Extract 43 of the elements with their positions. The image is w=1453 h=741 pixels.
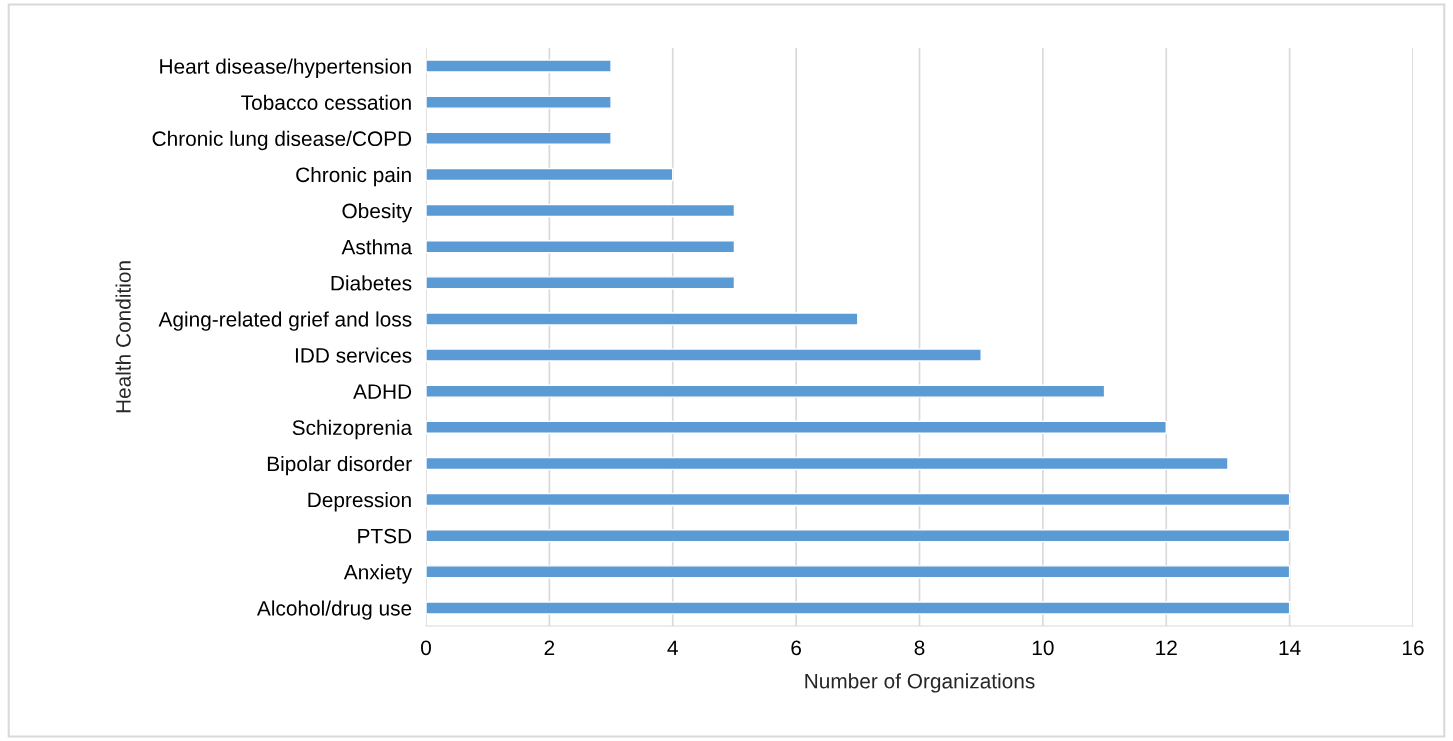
x-axis-title: Number of Organizations — [805, 673, 1035, 693]
y-tick-label: Diabetes — [331, 275, 412, 291]
bar — [426, 492, 1291, 507]
x-tick-label: 14 — [1279, 640, 1301, 655]
bar — [426, 529, 1291, 543]
bar — [426, 59, 612, 73]
y-tick-label: Anxiety — [343, 564, 413, 584]
y-tick-label: Bipolar disorder — [267, 455, 412, 476]
x-tick-label: 16 — [1403, 640, 1424, 656]
bar — [426, 348, 982, 362]
bar — [426, 420, 1167, 434]
bar — [426, 240, 736, 254]
x-tick-label: 2 — [544, 640, 555, 655]
x-tick-label: 10 — [1032, 640, 1054, 656]
bar — [426, 384, 1106, 398]
y-tick-label: Chronic pain — [296, 166, 411, 187]
bar — [426, 203, 736, 218]
x-tick-label: 4 — [667, 640, 678, 655]
bar — [426, 95, 612, 109]
bar — [426, 565, 1291, 579]
y-tick-label: PTSD — [358, 528, 412, 544]
y-tick-label: Obesity — [342, 203, 413, 223]
y-tick-label: Asthma — [341, 239, 413, 255]
x-tick-label: 8 — [914, 640, 925, 656]
y-tick-label: Tobacco cessation — [241, 94, 411, 110]
bar — [426, 167, 674, 182]
y-tick-label: IDD services — [295, 347, 412, 363]
y-tick-label: Depression — [308, 492, 411, 512]
y-tick-label: Schizoprenia — [292, 419, 413, 440]
y-tick-label: Chronic lung disease/COPD — [152, 130, 412, 151]
bar — [426, 601, 1291, 615]
y-tick-label: Heart disease/hypertension — [160, 58, 411, 78]
bar — [426, 276, 736, 290]
y-tick-label: Alcohol/drug use — [256, 600, 412, 620]
bar — [426, 312, 859, 326]
bar — [426, 456, 1229, 471]
y-tick-label: ADHD — [353, 384, 412, 399]
x-tick-label: 0 — [421, 640, 431, 656]
x-tick-label: 12 — [1156, 640, 1177, 655]
y-axis-title: Health Condition — [115, 261, 131, 413]
bar — [426, 131, 612, 145]
y-tick-label: Aging-related grief and loss — [158, 311, 412, 331]
x-tick-label: 6 — [791, 640, 801, 656]
